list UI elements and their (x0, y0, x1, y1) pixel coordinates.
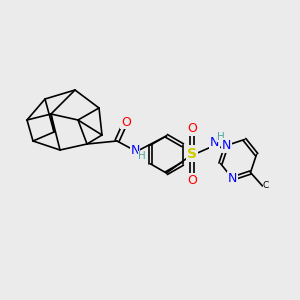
Text: O: O (187, 173, 197, 187)
Text: N: N (210, 136, 219, 149)
Text: N: N (228, 172, 237, 185)
Text: S: S (187, 147, 197, 160)
Text: O: O (187, 122, 197, 136)
Text: N: N (130, 143, 140, 157)
Text: C: C (263, 182, 269, 190)
Text: O: O (121, 116, 131, 129)
Text: H: H (138, 151, 146, 161)
Text: N: N (222, 139, 231, 152)
Text: H: H (217, 132, 225, 142)
